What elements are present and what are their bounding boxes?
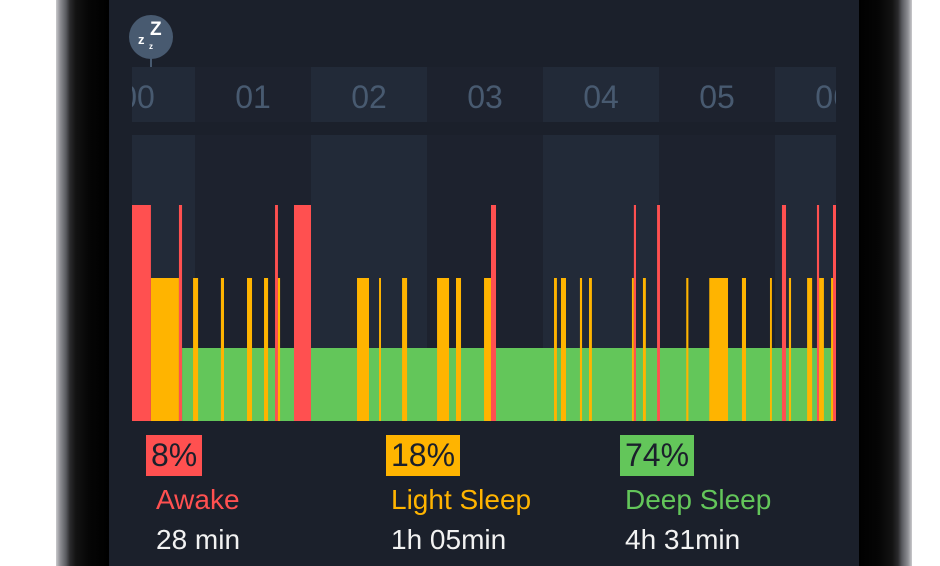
awake-sleep-bar (178, 205, 183, 421)
awake-sleep-bar (816, 205, 820, 421)
awake-label: Awake (156, 484, 240, 515)
light-sleep-bar (456, 278, 462, 421)
light-sleep-bar (193, 278, 199, 421)
light-sleep-bar (686, 278, 689, 421)
light-sleep-percent-badge: 18% (386, 435, 461, 476)
hour-tick-label: 04 (583, 79, 619, 115)
hour-tick-label: 05 (699, 79, 735, 115)
light-sleep-bar (819, 278, 824, 421)
light-sleep-bar (631, 278, 634, 421)
light-sleep-bar (264, 278, 269, 421)
hour-tick-label: 00 (119, 79, 155, 115)
hour-label-band (311, 67, 427, 122)
awake-sleep-bar (657, 205, 660, 421)
awake-sleep-bar (132, 205, 151, 421)
light-sleep-bar (579, 278, 583, 421)
light-sleep-bar (220, 278, 224, 421)
hour-label-band (543, 67, 659, 122)
deep-sleep-label: Deep Sleep (625, 484, 772, 515)
deep-sleep-percent-badge: 74% (620, 435, 695, 476)
awake-sleep-bar (633, 205, 636, 421)
hour-label-band (659, 67, 775, 122)
awake-sleep-bar (275, 205, 278, 421)
light-sleep-bar (357, 278, 369, 421)
hour-tick-label: 02 (351, 79, 387, 115)
light-sleep-bar (379, 278, 381, 421)
hour-label-band (427, 67, 543, 122)
light-sleep-bar (247, 278, 253, 421)
phone-frame-right (859, 0, 912, 566)
deep-sleep-duration: 4h 31min (625, 524, 741, 555)
awake-sleep-bar (490, 205, 497, 421)
light-sleep-bar (807, 278, 813, 421)
light-sleep-bar (150, 278, 179, 421)
light-sleep-bar (402, 278, 408, 421)
light-sleep-bar (560, 278, 567, 421)
hour-label-band (132, 67, 195, 122)
light-sleep-bar (484, 278, 491, 421)
awake-percent-badge: 8% (146, 435, 203, 476)
hour-tick-label: 03 (467, 79, 503, 115)
light-sleep-bar (277, 278, 281, 421)
phone-frame-left (56, 0, 109, 566)
hour-tick-label: 06 (815, 79, 851, 115)
hour-label-band (775, 67, 836, 122)
light-sleep-bar (769, 278, 772, 421)
sleep-chart: 00 01 02 03 04 05 06 (119, 67, 851, 421)
light-sleep-bar (554, 278, 557, 421)
light-sleep-bar (831, 278, 833, 421)
awake-sleep-bar (833, 205, 836, 421)
light-sleep-bar (437, 278, 450, 421)
hour-tick-label: 01 (235, 79, 271, 115)
summary-light-sleep: 18% Light Sleep 1h 05min (386, 435, 531, 556)
light-sleep-bar (709, 278, 729, 421)
summary-deep-sleep: 74% Deep Sleep 4h 31min (620, 435, 771, 556)
light-sleep-bar (589, 278, 592, 421)
summary-awake: 8% Awake 28 min (146, 435, 240, 556)
awake-sleep-bar (781, 205, 787, 421)
light-sleep-bar (642, 278, 646, 421)
light-sleep-label: Light Sleep (391, 484, 532, 515)
awake-duration: 28 min (156, 524, 241, 555)
sleep-start-pin-stem (150, 58, 152, 67)
light-sleep-duration: 1h 05min (391, 524, 507, 555)
light-sleep-bar (741, 278, 746, 421)
hour-label-band (195, 67, 311, 122)
light-sleep-bar (788, 278, 792, 421)
awake-sleep-bar (293, 205, 311, 421)
